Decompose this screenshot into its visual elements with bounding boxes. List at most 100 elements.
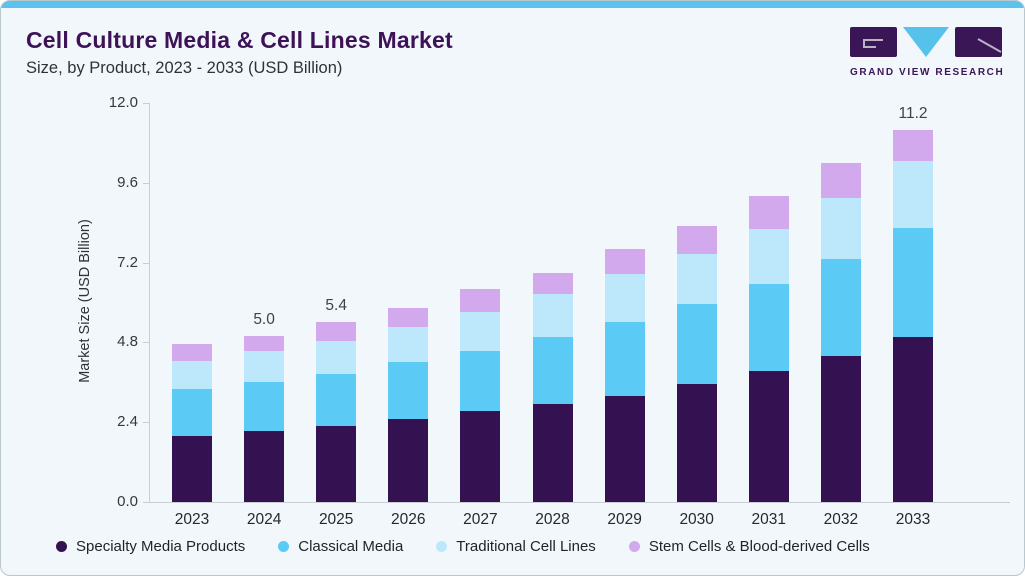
bar-segment [604, 395, 645, 502]
y-tick-mark [143, 182, 149, 184]
bar-segment [748, 284, 789, 371]
legend-item: Stem Cells & Blood-derived Cells [628, 538, 870, 555]
bar-segment [748, 196, 789, 230]
bar-segment [893, 161, 933, 228]
bar-segment [388, 307, 429, 328]
bar-segment [748, 370, 789, 502]
x-tick-label: 2029 [607, 511, 642, 528]
bar-segment [172, 360, 212, 389]
page-subtitle: Size, by Product, 2023 - 2033 (USD Billi… [26, 59, 343, 77]
bar-segment [244, 350, 285, 383]
bar-segment [388, 362, 429, 419]
stacked-bar-2032 [820, 162, 861, 502]
bar-segment [316, 374, 357, 426]
legend-item: Traditional Cell Lines [436, 538, 596, 555]
stacked-bar-2027 [460, 289, 501, 502]
y-tick-mark [143, 103, 149, 104]
bar-value-label: 5.0 [253, 310, 275, 328]
y-tick-mark [143, 342, 149, 344]
bar-segment [604, 322, 645, 396]
x-tick-label: 2026 [391, 511, 426, 528]
x-tick-label: 2030 [679, 511, 714, 528]
bar-segment [460, 410, 501, 502]
x-tick-label: 2024 [246, 511, 282, 528]
stacked-bar-2026 [388, 307, 429, 502]
bar-segment [820, 355, 861, 502]
bar-segment [460, 350, 501, 411]
plot-area: 0.0 2.4 4.8 7.2 9.6 12.0 2023 5.0 2024 5.4 2025 202… [109, 94, 1010, 528]
y-tick-label: 7.2 [117, 253, 138, 271]
stacked-bar-2031 [748, 196, 789, 502]
x-tick-label: 2033 [895, 511, 931, 528]
legend-label: Stem Cells & Blood-derived Cells [648, 538, 870, 555]
bar-segment [316, 322, 357, 341]
legend: Specialty Media Products Classical Media T… [56, 538, 870, 555]
y-axis-title: Market Size (USD Billion) [77, 219, 93, 383]
bar-segment [676, 254, 717, 305]
legend-swatch-icon [436, 541, 448, 552]
y-tick-label: 12.0 [108, 94, 138, 111]
bar-segment [388, 418, 429, 502]
top-accent-bar [1, 1, 1024, 8]
bar-segment [172, 388, 212, 436]
bar-segment [893, 337, 933, 502]
y-tick-mark [143, 262, 149, 264]
bar-segment [676, 304, 717, 384]
bar-segment [604, 274, 645, 323]
bar-value-label: 11.2 [898, 104, 928, 122]
bar-segment [676, 383, 717, 502]
legend-label: Traditional Cell Lines [456, 538, 596, 555]
bar-value-label: 5.4 [325, 297, 347, 315]
bar-segment [460, 312, 501, 351]
y-tick-label: 9.6 [117, 173, 138, 191]
bar-segment [893, 129, 933, 162]
bar-segment [532, 294, 573, 338]
legend-label: Specialty Media Products [76, 538, 246, 555]
grand-view-research-logo: GRAND VIEW RESEARCH [850, 27, 1005, 78]
bar-segment [820, 197, 861, 260]
stacked-bar-2030 [676, 226, 717, 502]
stacked-bar-2023 [172, 344, 212, 502]
x-tick-label: 2028 [535, 511, 570, 528]
stacked-bar-2025 [316, 322, 357, 502]
bar-segment [820, 162, 861, 198]
bar-segment [460, 289, 501, 313]
x-tick-label: 2031 [751, 511, 787, 528]
bar-segment [244, 335, 285, 351]
x-tick-label: 2025 [318, 511, 354, 528]
stacked-bar-2033 [893, 129, 933, 502]
x-tick-label: 2032 [823, 511, 859, 528]
y-tick-label: 0.0 [117, 493, 138, 510]
x-tick-label: 2027 [463, 511, 498, 528]
bar-segment [604, 249, 645, 275]
y-tick-label: 4.8 [117, 333, 138, 351]
stacked-bar-2029 [604, 249, 645, 502]
y-tick-label: 2.4 [117, 413, 138, 431]
x-tick-label: 2023 [174, 511, 210, 528]
legend-swatch-icon [628, 541, 640, 552]
logo-text: GRAND VIEW RESEARCH [850, 67, 1005, 78]
stacked-bar-2024 [244, 335, 285, 502]
legend-item: Specialty Media Products [56, 538, 245, 555]
stacked-bar-2028 [532, 272, 573, 502]
bar-segment [532, 272, 573, 295]
bar-segment [820, 259, 861, 356]
page-title: Cell Culture Media & Cell Lines Market [26, 27, 453, 53]
bar-segment [244, 430, 285, 502]
bar-segment [172, 435, 212, 502]
bar-segment [316, 425, 357, 502]
bar-segment [172, 344, 212, 361]
legend-swatch-icon [278, 541, 290, 552]
bar-segment [532, 403, 573, 502]
bar-segment [388, 327, 429, 363]
bar-segment [893, 227, 933, 338]
y-tick-mark [143, 422, 149, 424]
bar-segment [676, 226, 717, 255]
bar-segment [748, 229, 789, 285]
legend-label: Classical Media [298, 538, 404, 555]
bar-segment [244, 382, 285, 431]
bar-segment [316, 340, 357, 374]
legend-swatch-icon [56, 541, 67, 552]
gvr-logo-icon [850, 27, 1002, 57]
